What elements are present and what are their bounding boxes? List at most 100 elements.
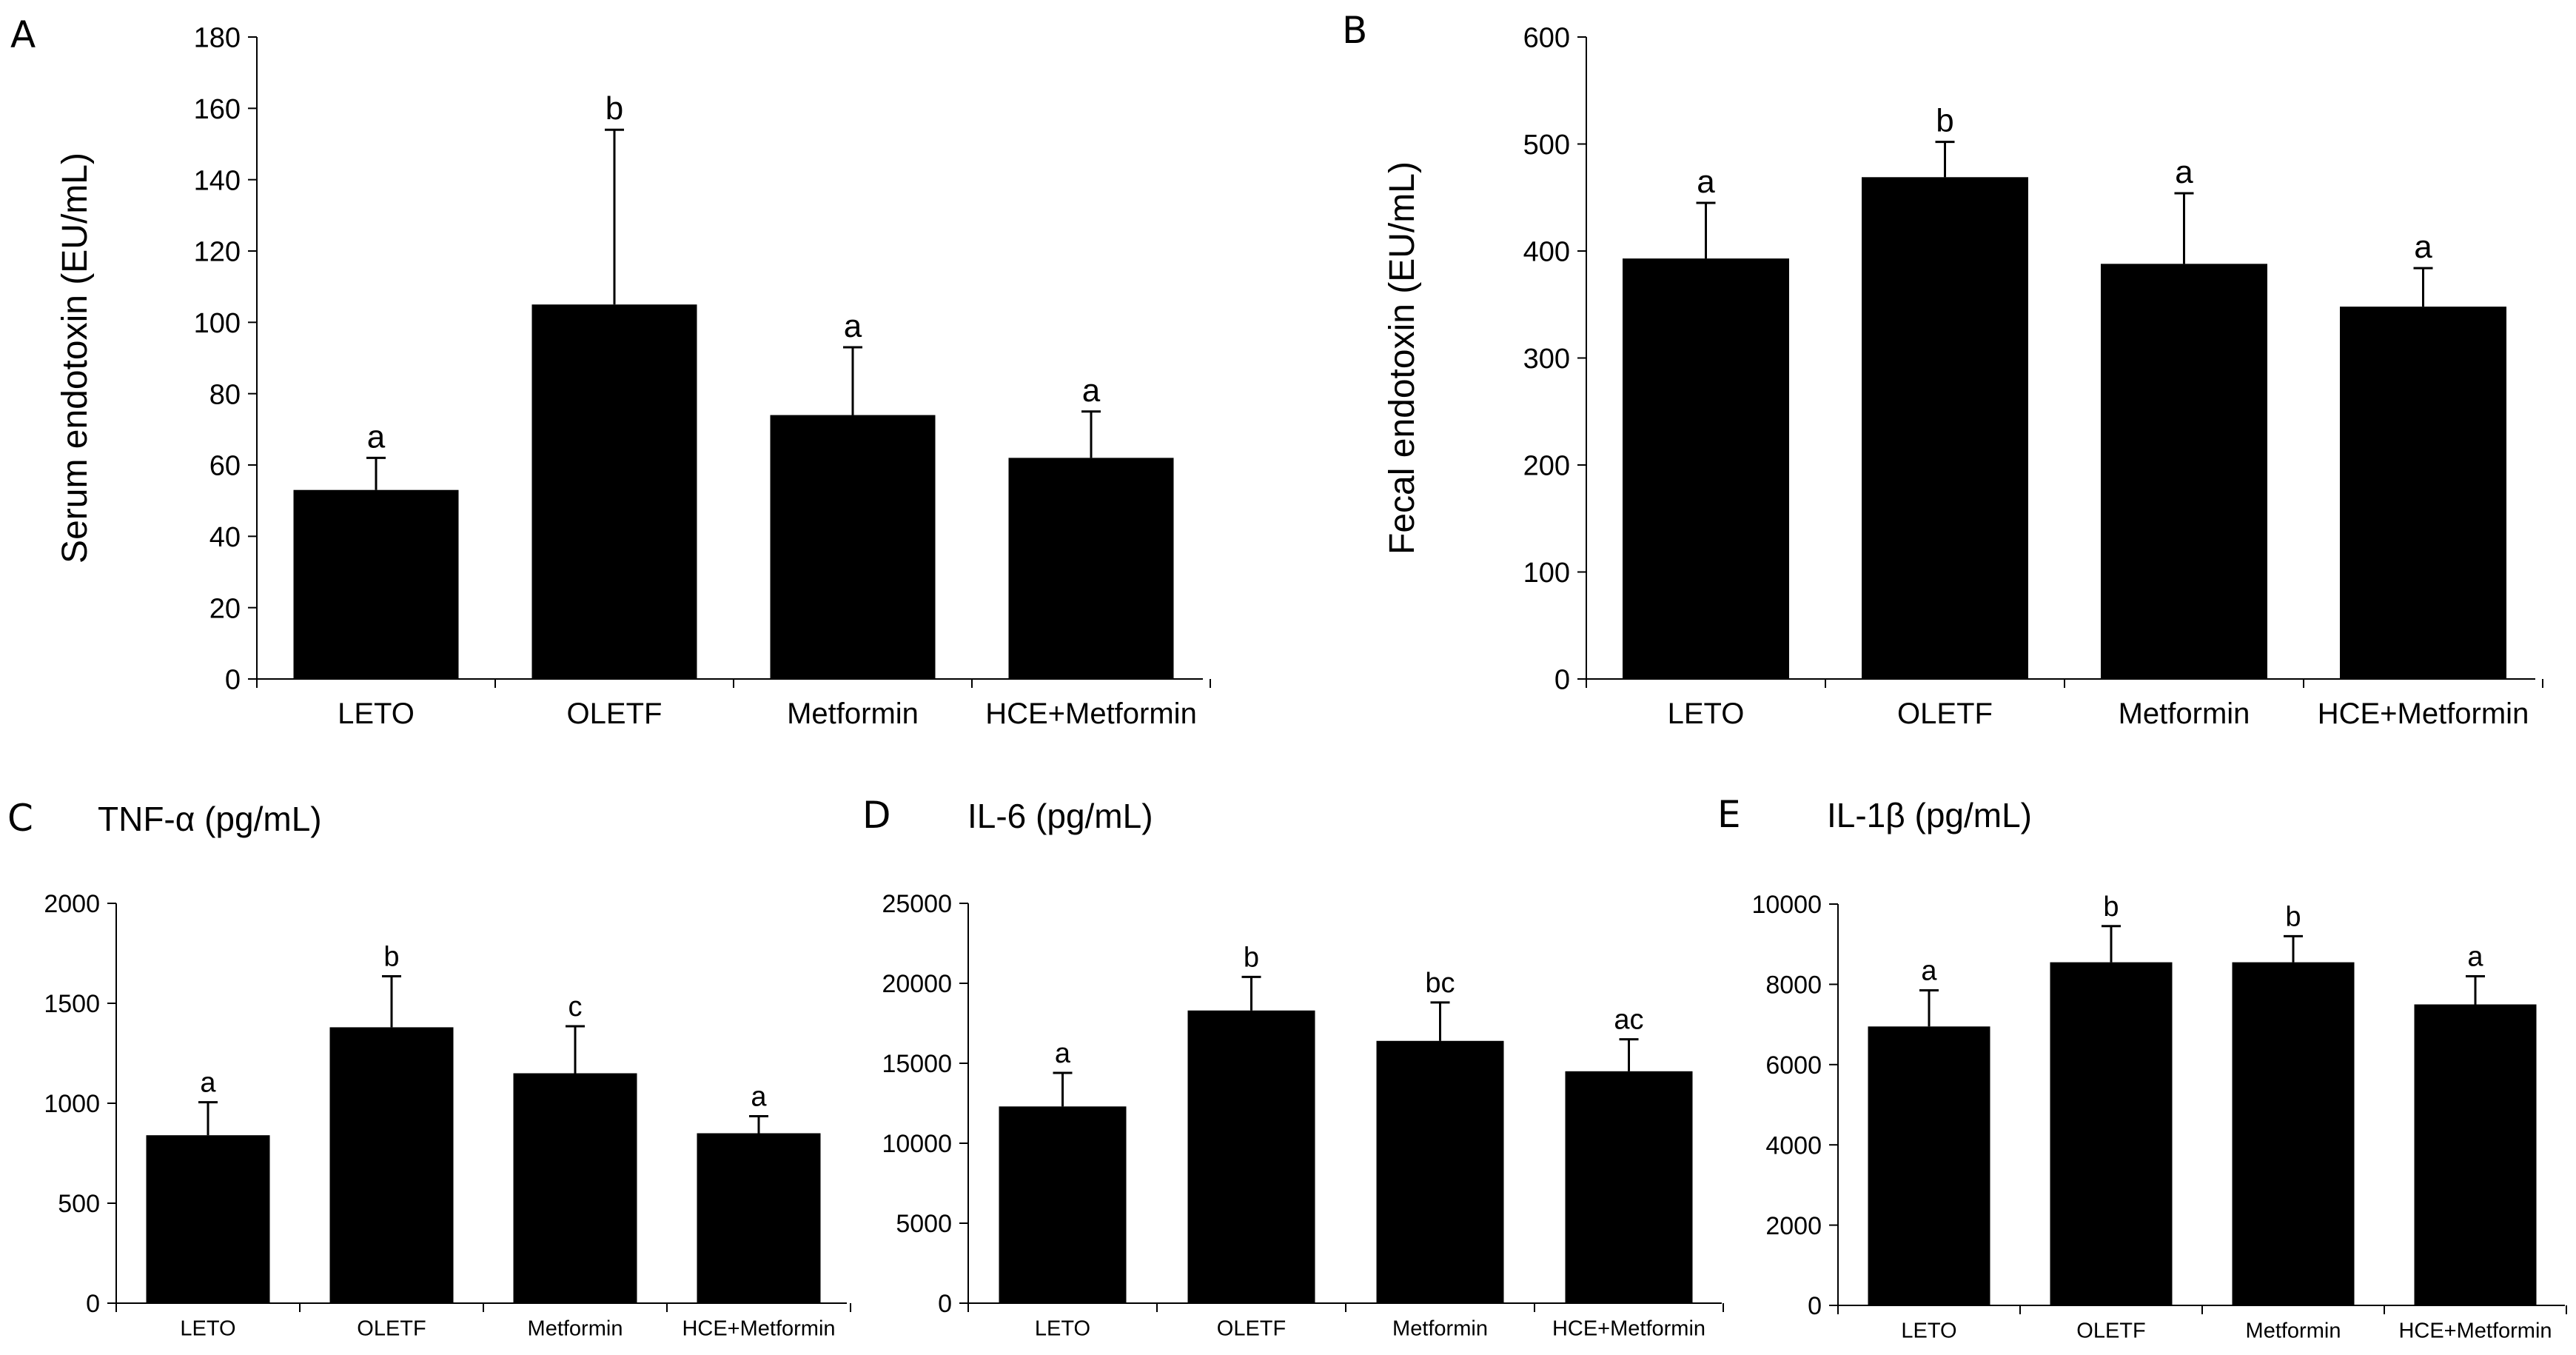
panel-title-e: IL-1β (pg/mL) [1827,796,2032,834]
bar-d-2 [1187,1010,1315,1303]
panel-title-d: IL-6 (pg/mL) [967,797,1153,835]
y-tick-label-b: 300 [1523,344,1570,375]
significance-letter-b-1: a [1697,164,1715,200]
y-tick-label-c: 1000 [44,1090,100,1118]
bar-a-2 [531,304,697,679]
category-label-b-1: LETO [1668,697,1745,730]
y-tick-label-a: 140 [194,165,241,196]
y-tick-label-d: 25000 [882,890,952,918]
panel-title-c: TNF-α (pg/mL) [98,800,322,838]
significance-letter-b-2: b [1936,103,1953,139]
bar-d-1 [999,1106,1127,1303]
panel-letter-c: C [7,797,33,840]
category-label-e-1: LETO [1901,1319,1956,1343]
bar-c-4 [697,1133,821,1303]
significance-letter-c-3: c [568,991,583,1023]
category-label-b-3: Metformin [2119,697,2250,730]
bar-d-3 [1376,1040,1504,1303]
bar-e-3 [2232,962,2355,1305]
category-label-a-1: LETO [338,697,415,730]
bar-a-4 [1008,458,1174,679]
category-label-a-2: OLETF [567,697,663,730]
y-tick-label-c: 0 [86,1290,100,1318]
significance-letter-c-1: a [200,1068,216,1099]
y-tick-label-b: 400 [1523,237,1570,268]
bar-c-2 [329,1027,454,1303]
y-tick-label-b: 600 [1523,23,1570,54]
y-tick-label-c: 2000 [44,890,100,918]
y-tick-label-b: 100 [1523,558,1570,589]
y-axis-label-a: Serum endotoxin (EU/mL) [56,153,95,563]
category-label-c-4: HCE+Metformin [682,1317,835,1341]
bar-b-3 [2101,264,2267,680]
category-label-c-2: OLETF [357,1317,426,1341]
category-label-e-4: HCE+Metformin [2398,1319,2552,1343]
category-label-c-3: Metformin [528,1317,623,1341]
bar-a-3 [770,415,936,679]
chart-panel-a: A 0 20 40 60 80 100 120 140 160 180 a LETO b OLETF a Me… [10,13,1211,730]
category-label-b-2: OLETF [1897,697,1993,730]
y-tick-label-a: 0 [225,665,241,696]
bar-b-1 [1623,258,1789,679]
y-tick-label-d: 5000 [896,1210,952,1238]
panel-letter-e: E [1717,793,1741,836]
significance-letter-d-2: b [1244,942,1259,973]
bar-c-3 [513,1073,637,1303]
y-tick-label-b: 500 [1523,130,1570,161]
y-tick-label-a: 20 [209,593,241,624]
chart-panel-d: D IL-6 (pg/mL) 0 5000 10000 15000 20000 25000… [862,794,1724,1341]
significance-letter-e-1: a [1921,956,1937,987]
y-tick-label-b: 200 [1523,451,1570,482]
significance-letter-a-2: b [606,90,623,127]
panel-letter-a: A [10,13,36,56]
y-tick-label-a: 160 [194,94,241,125]
y-tick-label-d: 20000 [882,970,952,998]
significance-letter-d-4: ac [1614,1005,1643,1036]
y-tick-label-d: 0 [938,1290,952,1318]
significance-letter-d-1: a [1055,1038,1071,1069]
category-label-d-1: LETO [1035,1317,1090,1341]
y-tick-label-e: 2000 [1765,1212,1822,1240]
y-tick-label-a: 40 [209,522,241,553]
category-label-a-4: HCE+Metformin [985,697,1197,730]
category-label-d-4: HCE+Metformin [1552,1317,1705,1341]
significance-letter-a-1: a [367,418,386,455]
category-label-b-4: HCE+Metformin [2318,697,2529,730]
bar-c-1 [146,1135,270,1303]
significance-letter-d-3: bc [1425,968,1455,999]
significance-letter-a-3: a [844,308,862,344]
significance-letter-e-4: a [2467,942,2483,973]
y-tick-label-d: 15000 [882,1050,952,1078]
bar-e-4 [2414,1004,2537,1305]
category-label-a-3: Metformin [787,697,919,730]
chart-panel-e: E IL-1β (pg/mL) 0 2000 4000 6000 8000 10000 a L… [1717,793,2567,1343]
y-tick-label-e: 0 [1808,1292,1822,1320]
category-label-e-2: OLETF [2076,1319,2145,1343]
significance-letter-c-2: b [383,942,399,973]
significance-letter-b-3: a [2175,154,2193,190]
y-tick-label-b: 0 [1554,665,1570,696]
category-label-c-1: LETO [180,1317,235,1341]
chart-panel-b: B 0 100 200 300 400 500 600 a LETO b OLETF a Metform… [1342,9,2543,730]
y-tick-label-a: 180 [194,23,241,54]
chart-panel-c: C TNF-α (pg/mL) 0 500 1000 1500 2000 a LETO b OL… [7,797,851,1341]
y-tick-label-e: 8000 [1765,971,1822,1000]
panel-letter-b: B [1342,9,1367,52]
bar-b-4 [2340,307,2506,679]
significance-letter-a-4: a [1082,372,1101,409]
y-tick-label-c: 500 [58,1190,100,1218]
bar-d-4 [1565,1071,1693,1303]
significance-letter-c-4: a [751,1082,767,1113]
y-tick-label-e: 6000 [1765,1051,1822,1080]
bar-e-2 [2050,962,2173,1305]
y-tick-label-a: 80 [209,379,241,410]
y-tick-label-a: 100 [194,308,241,339]
y-tick-label-e: 10000 [1751,891,1822,919]
category-label-e-3: Metformin [2246,1319,2341,1343]
y-tick-label-e: 4000 [1765,1131,1822,1160]
significance-letter-e-3: b [2285,901,2301,932]
significance-letter-b-4: a [2414,229,2432,265]
bar-b-2 [1862,177,2028,680]
y-tick-label-a: 60 [209,451,241,482]
